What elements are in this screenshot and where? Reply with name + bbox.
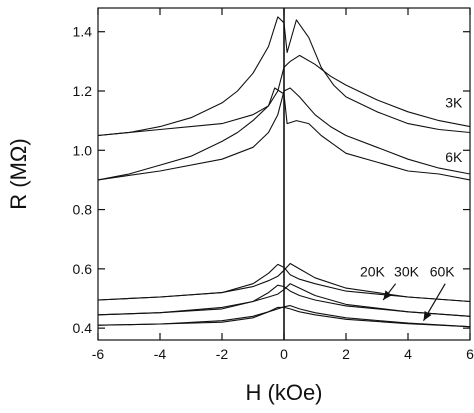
series-layer	[97, 16, 471, 328]
series-60k	[97, 305, 471, 328]
arrow-layer	[382, 283, 446, 322]
x-tick-label: 0	[280, 346, 288, 362]
y-tick-label: 1.2	[73, 83, 93, 99]
curve-label-60k: 60K	[430, 263, 456, 279]
series-20k-sweep-2	[97, 262, 471, 303]
series-30k-sweep-1	[97, 284, 471, 317]
y-tick-label: 1.4	[73, 24, 93, 40]
y-tick-label: 0.6	[73, 261, 93, 277]
annotation-layer: 3K 6K 20K 30K 60K	[360, 94, 463, 279]
annotation-arrowhead	[423, 310, 432, 321]
series-6k-sweep-1	[97, 87, 471, 181]
series-3k-sweep-2	[97, 16, 471, 137]
x-tick-label: 2	[342, 346, 350, 362]
y-tick-label: 0.8	[73, 202, 93, 218]
x-tick-label: -2	[216, 346, 229, 362]
x-tick-label: 4	[404, 346, 412, 362]
series-6k-sweep-2	[97, 87, 471, 181]
series-20k	[97, 262, 471, 303]
curve-label-6k: 6K	[445, 149, 463, 165]
series-3k	[97, 16, 471, 137]
series-60k-sweep-1	[97, 306, 471, 328]
annotation-arrowhead	[383, 290, 392, 300]
x-tick-label: -6	[92, 346, 105, 362]
y-ticks: 0.4 0.6 0.8 1.0 1.2 1.4	[73, 24, 470, 336]
series-30k-sweep-2	[97, 283, 471, 317]
curve-label-3k: 3K	[445, 94, 463, 110]
curve-label-20k: 20K	[360, 263, 386, 279]
series-6k	[97, 87, 471, 181]
y-axis-title: R (MΩ)	[6, 138, 31, 209]
x-axis-title: H (kOe)	[246, 380, 323, 405]
y-tick-label: 0.4	[73, 320, 93, 336]
x-tick-label: -4	[154, 346, 167, 362]
x-ticks: -6 -4 -2 0 2 4 6	[92, 8, 474, 362]
series-60k-sweep-2	[97, 305, 471, 328]
series-30k	[97, 283, 471, 317]
x-tick-label: 6	[466, 346, 474, 362]
y-tick-label: 1.0	[73, 142, 93, 158]
series-3k-sweep-1	[97, 54, 471, 137]
curve-label-30k: 30K	[394, 263, 420, 279]
